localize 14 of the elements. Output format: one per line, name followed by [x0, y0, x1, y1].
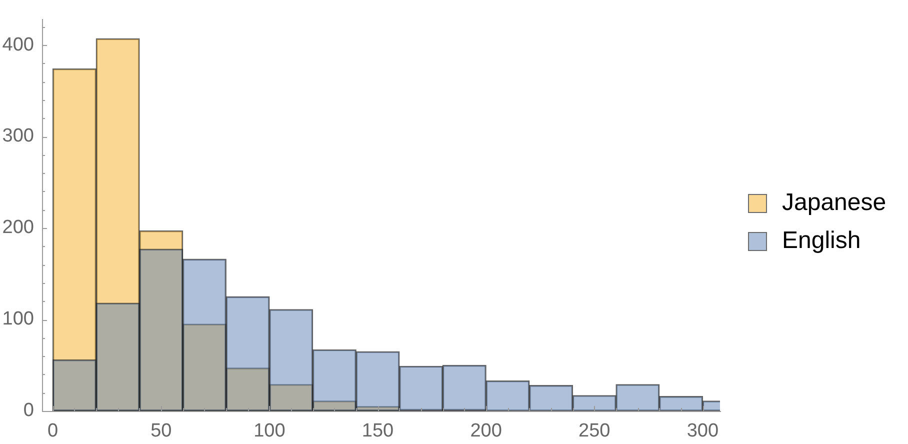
x-tick-label: 150: [362, 420, 394, 442]
x-tick-label: 200: [470, 420, 502, 442]
x-tick-label: 0: [48, 420, 58, 442]
x-tick-label: 50: [150, 420, 172, 442]
legend-label: Japanese: [782, 189, 886, 217]
y-tick-label: 0: [23, 400, 34, 422]
x-tick-label: 300: [686, 420, 719, 442]
legend-label: English: [782, 227, 861, 255]
x-tick-label: 250: [578, 420, 610, 442]
y-tick-label: 100: [2, 308, 34, 330]
y-tick-label: 300: [2, 126, 34, 147]
x-tick-label: 100: [254, 420, 286, 442]
y-tick-label: 200: [2, 217, 34, 238]
y-tick-label: 400: [2, 34, 34, 56]
